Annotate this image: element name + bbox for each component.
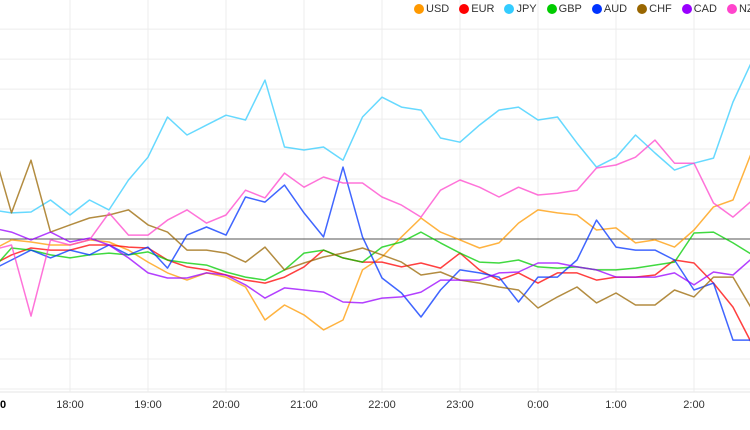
legend-label: AUD	[603, 3, 628, 15]
legend-item-gbp[interactable]: GBP	[546, 3, 582, 15]
legend-item-eur[interactable]: EUR	[459, 3, 494, 15]
series-line-chf	[0, 159, 750, 309]
legend-dot-icon	[459, 4, 470, 14]
legend: USD EUR JPY GBP AUD CHF CAD NZD	[414, 3, 750, 15]
legend-dot-icon	[681, 4, 692, 14]
legend-dot-icon	[637, 4, 648, 14]
x-axis-ticks: 17:00 18:00 19:00 20:00 21:00 22:00 23:00 0:00 1…	[0, 399, 705, 411]
series-line-jpy	[0, 63, 750, 216]
legend-label: CHF	[649, 3, 672, 15]
series-line-gbp	[0, 231, 750, 281]
legend-label: USD	[426, 3, 450, 15]
legend-dot-icon	[414, 4, 424, 14]
grid	[0, 0, 750, 393]
legend-item-aud[interactable]: AUD	[591, 3, 628, 15]
legend-label: CAD	[693, 3, 717, 15]
legend-label: GBP	[558, 3, 582, 15]
legend-dot-icon	[591, 4, 602, 14]
x-tick-label: 19:00	[134, 399, 162, 411]
series-line-eur	[0, 244, 750, 342]
x-tick-label: 18:00	[56, 399, 84, 411]
legend-label: NZD	[738, 3, 750, 15]
series-line-usd	[0, 154, 750, 331]
series-line-nzd	[0, 139, 750, 317]
x-tick-label: 20:00	[212, 399, 240, 411]
legend-item-nzd[interactable]: NZD	[726, 3, 750, 15]
x-tick-label: 1:00	[605, 399, 626, 411]
legend-dot-icon	[546, 4, 557, 14]
x-tick-label: 21:00	[290, 399, 318, 411]
legend-item-jpy[interactable]: JPY	[504, 3, 537, 15]
x-tick-label: 0:00	[527, 399, 548, 411]
series-lines	[0, 63, 750, 342]
x-tick-label: 17:00	[0, 399, 6, 411]
legend-label: EUR	[471, 3, 495, 15]
legend-item-usd[interactable]: USD	[414, 3, 449, 15]
x-tick-label: 2:00	[683, 399, 704, 411]
series-line-cad	[0, 228, 750, 304]
legend-dot-icon	[726, 4, 737, 14]
x-tick-label: 23:00	[446, 399, 474, 411]
legend-dot-icon	[504, 4, 515, 14]
legend-label: JPY	[516, 3, 537, 15]
legend-item-cad[interactable]: CAD	[681, 3, 717, 15]
series-line-aud	[0, 166, 750, 341]
x-tick-label: 22:00	[368, 399, 396, 411]
legend-item-chf[interactable]: CHF	[637, 3, 672, 15]
